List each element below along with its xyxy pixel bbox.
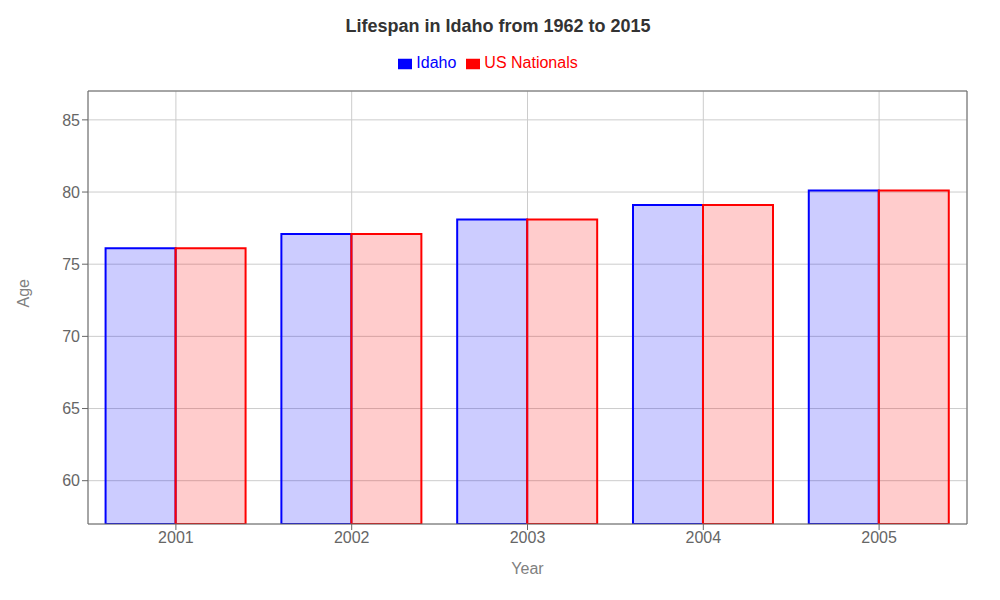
svg-text:75: 75: [62, 256, 80, 273]
html-text:Idaho: Idaho: [416, 54, 457, 71]
svg-text:85: 85: [62, 112, 80, 129]
html-text:US Nationals: US Nationals: [484, 54, 578, 71]
svg-text:Age: Age: [15, 279, 32, 308]
svg-text:2003: 2003: [510, 529, 546, 546]
svg-text:2002: 2002: [334, 529, 370, 546]
svg-text:2001: 2001: [158, 529, 194, 546]
svg-text:2004: 2004: [686, 529, 722, 546]
html-text:Lifespan in Idaho from 1962 to: Lifespan in Idaho from 1962 to 2015: [345, 16, 651, 36]
svg-text:80: 80: [62, 184, 80, 201]
svg-text:70: 70: [62, 328, 80, 345]
svg-text:65: 65: [62, 400, 80, 417]
svg-text:Year: Year: [511, 560, 544, 577]
svg-text:2005: 2005: [861, 529, 897, 546]
svg-text:60: 60: [62, 472, 80, 489]
